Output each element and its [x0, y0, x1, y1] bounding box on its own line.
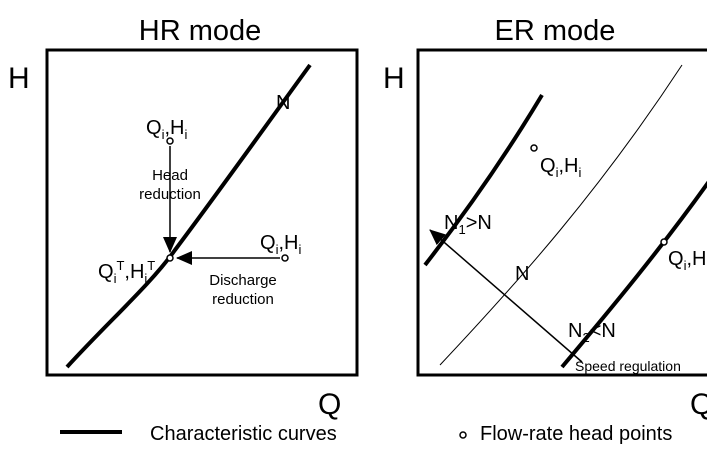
- label: Qi,Hi: [260, 232, 301, 257]
- axis-label: Q: [318, 388, 341, 421]
- label: Qi,Hi: [540, 155, 581, 180]
- point: [660, 238, 668, 246]
- label-part: >N: [466, 212, 492, 234]
- label: QiT,HiT: [98, 258, 155, 286]
- label-part: 2: [582, 330, 589, 345]
- label-part: i: [184, 127, 187, 142]
- label-part: T: [147, 258, 155, 273]
- label-part: Q: [146, 117, 162, 139]
- label-part: ,H: [686, 248, 706, 270]
- axis-label: H: [383, 62, 405, 95]
- label-part: Q: [668, 248, 684, 270]
- label: N1>N: [444, 212, 492, 237]
- panel-title: HR mode: [139, 15, 262, 47]
- label: N: [276, 92, 290, 114]
- legend-point: [459, 431, 467, 439]
- label-part: i: [114, 271, 117, 286]
- label-part: Q: [540, 155, 556, 177]
- label-part: i: [556, 165, 559, 180]
- label: Qi,Hi: [668, 248, 707, 273]
- label: N: [515, 263, 529, 285]
- label: Discharge: [209, 272, 277, 289]
- label-part: Discharge: [209, 272, 277, 289]
- label: Qi,Hi: [146, 117, 187, 142]
- label-part: ,H: [164, 117, 184, 139]
- label-part: Q: [260, 232, 276, 254]
- point: [530, 144, 538, 152]
- axis-label: H: [8, 62, 30, 95]
- panel-frame: [416, 48, 707, 377]
- label-part: i: [144, 271, 147, 286]
- curve: [65, 63, 312, 369]
- label: reduction: [139, 186, 201, 203]
- label-part: N: [568, 320, 582, 342]
- label-part: i: [162, 127, 165, 142]
- label-part: reduction: [139, 186, 201, 203]
- label-part: N: [515, 263, 529, 285]
- label-part: T: [116, 258, 124, 273]
- label-part: Q: [98, 261, 114, 283]
- label-part: reduction: [212, 291, 274, 308]
- point: [166, 137, 174, 145]
- label-part: ,H: [124, 261, 144, 283]
- label: Head: [152, 167, 188, 184]
- label: reduction: [212, 291, 274, 308]
- label: N2<N: [568, 320, 616, 345]
- label-part: i: [298, 242, 301, 257]
- curve: [423, 93, 544, 267]
- label-part: i: [684, 258, 687, 273]
- legend-label: Characteristic curves: [150, 423, 337, 445]
- point: [166, 254, 174, 262]
- label-part: 1: [458, 222, 465, 237]
- arrow: [429, 229, 583, 363]
- label-part: ,H: [558, 155, 578, 177]
- panel-title: ER mode: [495, 15, 616, 47]
- label-part: <N: [590, 320, 616, 342]
- point: [281, 254, 289, 262]
- curve: [439, 64, 683, 366]
- label-part: N: [444, 212, 458, 234]
- axis-label: Q: [690, 388, 707, 421]
- label: Speed regulation: [575, 358, 681, 374]
- label-part: Speed regulation: [575, 358, 681, 374]
- label-part: Head: [152, 167, 188, 184]
- label-part: ,H: [278, 232, 298, 254]
- legend-label: Flow-rate head points: [480, 423, 672, 445]
- label-part: i: [578, 165, 581, 180]
- curve: [560, 180, 707, 369]
- label-part: N: [276, 92, 290, 114]
- label-part: i: [276, 242, 279, 257]
- panel-frame: [45, 48, 359, 377]
